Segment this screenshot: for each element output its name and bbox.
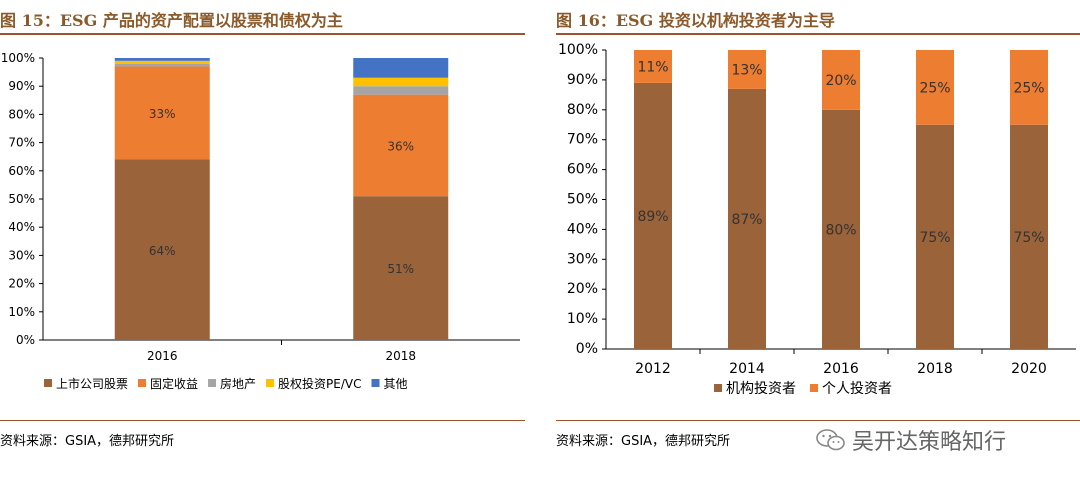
legend-swatch [138, 379, 147, 387]
y-tick-label: 100% [1, 51, 35, 65]
source-note-right: 资料来源：GSIA，德邦研究所 [556, 434, 731, 449]
legend-swatch [810, 384, 818, 392]
bar-segment [1010, 124, 1048, 349]
legend-label: 固定收益 [150, 376, 198, 391]
data-label: 20% [825, 73, 856, 89]
x-tick-label: 2016 [147, 349, 178, 363]
title-divider-right [556, 33, 1080, 35]
bar-segment [353, 196, 449, 340]
data-label: 89% [637, 209, 668, 225]
watermark: 吴开达策略知行 [816, 424, 1006, 456]
x-tick-label: 2016 [823, 361, 859, 377]
chart-panel-left: 图 15：ESG 产品的资产配置以股票和债权为主 0% 10% 20% 30% 40% 5… [0, 0, 525, 489]
legend-swatch [266, 379, 275, 387]
source-divider-left [0, 420, 525, 421]
y-tick-label: 60% [567, 162, 598, 178]
y-tick-label: 60% [8, 164, 35, 178]
bar-segment [114, 159, 210, 340]
y-tick-label: 70% [8, 136, 35, 150]
bar-segment [728, 50, 766, 89]
legend-label: 个人投资者 [822, 381, 892, 397]
legend: 机构投资者 个人投资者 [714, 381, 892, 397]
title-divider-left [0, 33, 525, 35]
wechat-icon [816, 429, 845, 451]
x-tick-label: 2012 [635, 361, 671, 377]
legend-swatch [208, 379, 217, 387]
y-tick-label: 50% [567, 192, 598, 208]
legend-label: 上市公司股票 [56, 376, 128, 391]
y-tick-label: 20% [8, 277, 35, 291]
bar-segment [916, 50, 954, 125]
figure-title-right: 图 16：ESG 投资以机构投资者为主导 [556, 11, 835, 30]
bar-segment [114, 66, 210, 160]
data-label: 51% [387, 262, 414, 276]
y-tick-label: 10% [8, 305, 35, 319]
chart-panel-right: 图 16：ESG 投资以机构投资者为主导 0% 10% 20% 30% 40% 50% 60… [556, 0, 1080, 489]
data-label: 25% [919, 80, 950, 96]
bar-segment [353, 58, 449, 78]
y-tick-label: 100% [558, 42, 598, 58]
watermark-text: 吴开达策略知行 [852, 430, 1007, 455]
data-label: 87% [731, 212, 762, 228]
bar-segment [114, 60, 210, 64]
figure-title-left: 图 15：ESG 产品的资产配置以股票和债权为主 [0, 11, 343, 30]
bar-segment [114, 58, 210, 61]
source-note-left: 资料来源：GSIA，德邦研究所 [0, 434, 175, 449]
y-tick-label: 10% [567, 311, 598, 327]
y-tick-label: 80% [8, 107, 35, 121]
y-tick-label: 30% [8, 248, 35, 262]
bar-segment [353, 86, 449, 95]
legend-swatch [44, 379, 52, 387]
data-label: 64% [149, 244, 176, 258]
y-tick-label: 40% [567, 221, 598, 237]
y-tick-label: 30% [567, 251, 598, 267]
bar-segment [822, 109, 860, 349]
y-tick-label: 20% [567, 281, 598, 297]
x-tick-label: 2014 [729, 361, 765, 377]
x-tick-label: 2018 [385, 349, 416, 363]
data-label: 75% [1013, 230, 1044, 246]
data-label: 11% [637, 59, 668, 75]
legend: 上市公司股票 固定收益 房地产 股权投资PE/VC 其他 [44, 376, 408, 391]
legend-swatch [371, 379, 380, 387]
data-label: 75% [919, 230, 950, 246]
y-tick-label: 40% [8, 220, 35, 234]
x-tick-label: 2018 [917, 361, 953, 377]
y-tick-label: 80% [567, 102, 598, 118]
bar-segment [822, 50, 860, 110]
bar-segment [634, 50, 672, 83]
legend-swatch [714, 384, 722, 392]
source-divider-right [556, 420, 1080, 421]
legend-label: 房地产 [220, 376, 256, 391]
y-tick-label: 50% [8, 192, 35, 206]
data-label: 33% [149, 107, 176, 121]
stacked-bar-chart-right: 0% 10% 20% 30% 40% 50% 60% 70% 80% 90% 100% 89% 11% 2… [558, 42, 1076, 397]
y-tick-label: 90% [8, 79, 35, 93]
bar-segment [916, 124, 954, 349]
y-tick-label: 0% [576, 341, 598, 357]
bar-segment [353, 77, 449, 87]
legend-label: 其他 [384, 377, 408, 391]
data-label: 25% [1013, 80, 1044, 96]
bar-segment [634, 82, 672, 349]
data-label: 13% [731, 62, 762, 78]
bar-segment [114, 63, 210, 67]
data-label: 80% [825, 222, 856, 238]
x-tick-label: 2020 [1011, 361, 1047, 377]
data-label: 36% [387, 139, 414, 153]
bar-segment [353, 94, 449, 197]
legend-label: 股权投资PE/VC [278, 376, 361, 391]
y-tick-label: 90% [567, 72, 598, 88]
y-tick-label: 0% [16, 333, 35, 347]
y-tick-label: 70% [567, 132, 598, 148]
stacked-bar-chart-left: 0% 10% 20% 30% 40% 50% 60% 70% 80% 90% 100% 64% 33% 2… [1, 51, 520, 391]
bar-segment [1010, 50, 1048, 125]
bar-segment [728, 88, 766, 350]
legend-label: 机构投资者 [726, 381, 796, 397]
